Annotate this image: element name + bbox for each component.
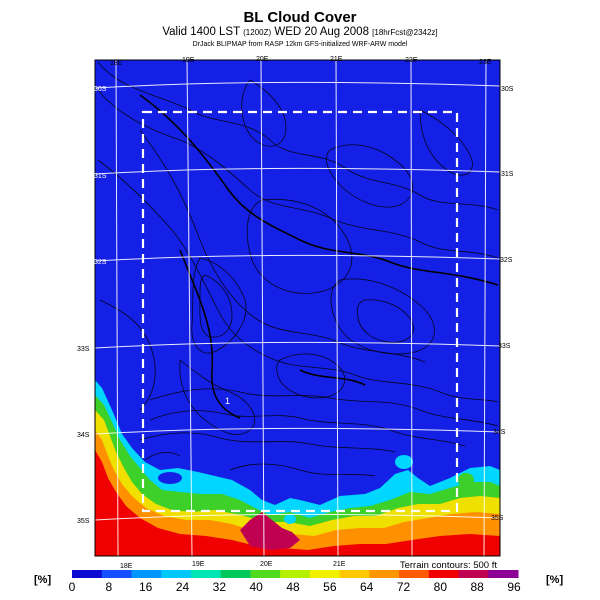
colorbar-swatch <box>428 570 460 578</box>
colorbar-swatch <box>161 570 192 578</box>
colorbar-tick-label: 96 <box>507 580 521 594</box>
colorbar-swatch <box>131 570 162 578</box>
colorbar-tick-label: 8 <box>105 580 112 594</box>
lat-labels-left: 30S 31S 32S 33S 34S 35S <box>77 86 107 525</box>
lon-label-bottom: 20E <box>260 561 273 568</box>
valid-utc: (1200Z) <box>243 28 272 37</box>
colorbar-tick-label: 88 <box>470 580 484 594</box>
cloud-spot-3 <box>284 514 296 524</box>
lat-label-left: 33S <box>77 346 90 353</box>
lat-label-right: 32S <box>500 257 513 264</box>
colorbar-swatch <box>280 570 311 578</box>
inner-domain-box <box>141 110 459 513</box>
cloud-spot-4 <box>158 472 182 484</box>
valid-time-line: Valid 1400 LST (1200Z) WED 20 Aug 2008 [… <box>0 26 600 38</box>
colorbar-swatch <box>458 570 489 578</box>
lat-label-right: 33S <box>498 343 511 350</box>
map-frame <box>94 59 501 557</box>
colorbar-unit-right: [%] <box>546 574 564 586</box>
lat-label-left: 32S <box>94 259 107 266</box>
colorbar-tick-label: 48 <box>286 580 300 594</box>
colorbar-swatch <box>101 570 132 578</box>
cloud-zone-orange <box>95 430 500 556</box>
lon-labels-top: 18E 19E 20E 21E 22E 23E <box>110 56 492 67</box>
cloud-zone-yellow <box>95 410 500 556</box>
lat-label-right: 31S <box>501 171 514 178</box>
lat-label-right: 30S <box>501 86 514 93</box>
valid-label: Valid 1400 LST <box>162 26 240 38</box>
lon-labels-bottom: 18E 19E 20E 21E <box>120 561 346 570</box>
lat-label-right: 35S <box>491 515 504 522</box>
colorbar-swatch <box>339 570 370 578</box>
map-title: BL Cloud Cover <box>243 9 357 26</box>
lat-label-left: 34S <box>77 432 90 439</box>
colorbar-tick-label: 56 <box>323 580 337 594</box>
lon-label-top: 20E <box>256 56 269 63</box>
lon-label-bottom: 19E <box>192 561 205 568</box>
colorbar-tick-label: 72 <box>397 580 411 594</box>
lon-label-bottom: 18E <box>120 563 133 570</box>
forecast-stamp: [18hrFcst@2342z] <box>372 28 438 37</box>
valid-date: WED 20 Aug 2008 <box>274 26 369 38</box>
colorbar-tick-label: 64 <box>360 580 374 594</box>
terrain-contour-note: Terrain contours: 500 ft <box>397 560 499 571</box>
cloud-spot-2 <box>458 473 474 487</box>
lat-label-right: 34S <box>493 429 506 436</box>
lat-label-left: 30S <box>94 86 107 93</box>
colorbar-tick-label: 40 <box>249 580 263 594</box>
colorbar-ticks: 0 8 16 24 32 40 48 56 64 72 80 88 96 <box>69 580 521 594</box>
cloud-zone-red <box>95 450 500 556</box>
colorbar-tick-label: 16 <box>139 580 153 594</box>
lat-lon-grid <box>95 60 500 556</box>
terrain-contours <box>97 61 499 477</box>
colorbar-swatch <box>220 570 251 578</box>
colorbar-swatch <box>369 570 400 578</box>
lat-label-left: 35S <box>77 518 90 525</box>
colorbar-tick-label: 24 <box>176 580 190 594</box>
lon-label-top: 22E <box>405 57 418 64</box>
colorbar-swatch <box>399 570 430 578</box>
colorbar-swatch <box>190 570 222 578</box>
colorbar-swatch <box>309 570 341 578</box>
lon-label-top: 23E <box>479 59 492 66</box>
map-annotation: 1 <box>225 396 230 406</box>
colorbar-swatch <box>250 570 281 578</box>
colorbar-tick-label: 80 <box>434 580 448 594</box>
colorbar-swatch <box>72 570 103 578</box>
model-credit: DrJack BLIPMAP from RASP 12km GFS-initia… <box>192 41 408 48</box>
lat-label-left: 31S <box>94 173 107 180</box>
colorbar-swatch <box>488 570 519 578</box>
terrain-contours-bold <box>139 94 499 419</box>
lon-label-bottom: 21E <box>333 561 346 568</box>
colorbar-tick-label: 0 <box>69 580 76 594</box>
lat-labels-right: 30S 31S 32S 33S 34S 35S <box>491 86 514 522</box>
lon-label-top: 19E <box>182 57 195 64</box>
cloud-spot-1 <box>395 455 413 469</box>
cloud-zone-magenta <box>240 512 300 550</box>
lon-label-top: 21E <box>330 56 343 63</box>
colorbar-unit-left: [%] <box>34 574 52 586</box>
colorbar-swatches <box>72 570 519 578</box>
lon-label-top: 18E <box>110 60 123 67</box>
colorbar-tick-label: 32 <box>213 580 227 594</box>
